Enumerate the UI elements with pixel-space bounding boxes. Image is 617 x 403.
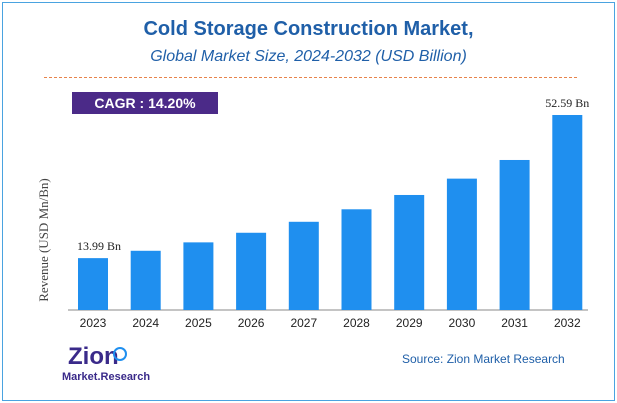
zion-logo: Zion Market.Research [60, 340, 160, 384]
chart-title: Cold Storage Construction Market, [143, 18, 474, 40]
x-tick-label-2028: 2028 [343, 316, 370, 330]
x-tick-label-2027: 2027 [290, 316, 317, 330]
data-label-2032: 52.59 Bn [545, 96, 589, 110]
bar-2023 [78, 258, 108, 310]
bar-2029 [394, 194, 425, 310]
bar-2032 [552, 115, 583, 310]
x-tick-label-2030: 2030 [449, 316, 476, 330]
bar-2030 [446, 178, 477, 310]
x-tick-label-2029: 2029 [396, 316, 423, 330]
bar-2024 [130, 250, 161, 310]
chart-subtitle: Global Market Size, 2024-2032 (USD Billi… [150, 48, 467, 65]
data-label-2023: 13.99 Bn [77, 239, 121, 253]
source-note: Source: Zion Market Research [402, 352, 565, 366]
x-tick-label-2032: 2032 [554, 316, 581, 330]
y-axis-label: Revenue (USD Mn/Bn) [36, 178, 51, 302]
bar-2031 [499, 159, 530, 310]
cagr-badge: CAGR : 14.20% [72, 92, 218, 114]
logo-text-bottom: Market.Research [62, 371, 150, 383]
x-tick-label-2025: 2025 [185, 316, 212, 330]
x-tick-label-2031: 2031 [501, 316, 528, 330]
bar-2027 [288, 221, 319, 310]
bar-2028 [341, 209, 372, 310]
x-tick-label-2023: 2023 [80, 316, 107, 330]
dashed-divider [44, 77, 577, 78]
zion-logo-mark: Zion Market.Research [62, 343, 150, 383]
logo-text-top: Zion [68, 343, 119, 370]
x-tick-label-2024: 2024 [132, 316, 159, 330]
bar-2026 [236, 232, 267, 310]
x-tick-label-2026: 2026 [238, 316, 265, 330]
bar-2025 [183, 242, 214, 310]
